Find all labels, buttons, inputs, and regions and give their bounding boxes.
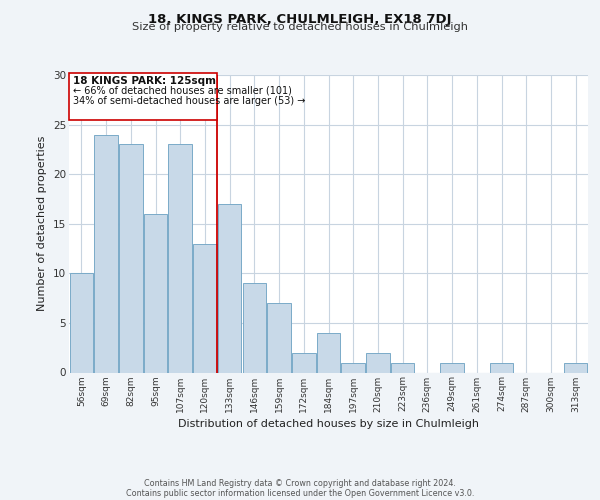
Text: Size of property relative to detached houses in Chulmleigh: Size of property relative to detached ho…	[132, 22, 468, 32]
Text: Contains HM Land Registry data © Crown copyright and database right 2024.: Contains HM Land Registry data © Crown c…	[144, 479, 456, 488]
Bar	[169, 144, 192, 372]
Bar	[119, 144, 143, 372]
Bar	[317, 333, 340, 372]
Bar	[70, 274, 93, 372]
X-axis label: Distribution of detached houses by size in Chulmleigh: Distribution of detached houses by size …	[178, 418, 479, 428]
Text: 18, KINGS PARK, CHULMLEIGH, EX18 7DJ: 18, KINGS PARK, CHULMLEIGH, EX18 7DJ	[148, 12, 452, 26]
Bar	[218, 204, 241, 372]
Y-axis label: Number of detached properties: Number of detached properties	[37, 136, 47, 312]
Text: 34% of semi-detached houses are larger (53) →: 34% of semi-detached houses are larger (…	[73, 96, 305, 106]
Bar	[193, 244, 217, 372]
Bar	[94, 134, 118, 372]
Bar	[490, 362, 513, 372]
Bar	[144, 214, 167, 372]
Bar	[341, 362, 365, 372]
Bar	[366, 352, 389, 372]
Text: ← 66% of detached houses are smaller (101): ← 66% of detached houses are smaller (10…	[73, 86, 292, 96]
Bar	[440, 362, 464, 372]
Text: Contains public sector information licensed under the Open Government Licence v3: Contains public sector information licen…	[126, 489, 474, 498]
Bar	[564, 362, 587, 372]
Bar	[268, 303, 291, 372]
Bar	[391, 362, 415, 372]
Bar	[242, 283, 266, 372]
Bar	[292, 352, 316, 372]
Text: 18 KINGS PARK: 125sqm: 18 KINGS PARK: 125sqm	[73, 76, 216, 86]
FancyBboxPatch shape	[69, 73, 217, 120]
